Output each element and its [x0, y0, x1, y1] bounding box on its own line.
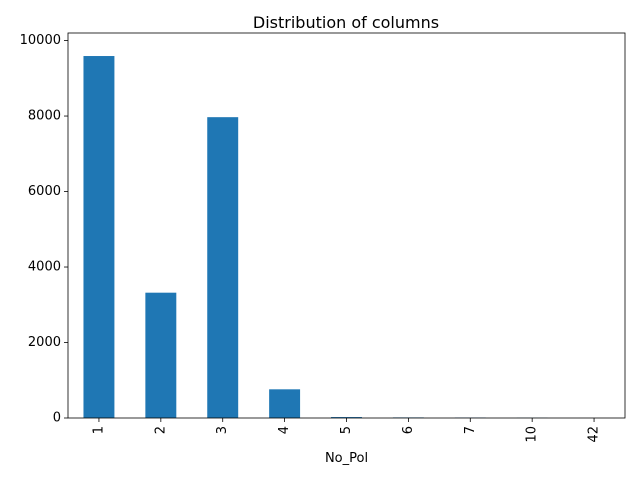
x-tick-label: 6	[401, 426, 416, 434]
y-tick-label: 10000	[20, 33, 61, 48]
x-tick-label: 10	[525, 426, 540, 443]
x-tick-label: 7	[463, 426, 478, 434]
x-tick-label: 1	[91, 426, 106, 434]
y-tick-label: 0	[53, 411, 61, 426]
bar-4	[269, 389, 301, 418]
x-tick-label: 4	[277, 426, 292, 434]
y-tick-label: 4000	[28, 260, 61, 275]
x-tick-label: 2	[153, 426, 168, 434]
bar-1	[83, 56, 115, 419]
bars-group	[83, 56, 610, 419]
y-tick-label: 6000	[28, 184, 61, 199]
y-axis: 0 2000 4000 6000 8000 10000	[20, 33, 68, 426]
y-tick-label: 2000	[28, 335, 61, 350]
bar-3	[207, 117, 239, 418]
x-tick-label: 3	[215, 426, 230, 434]
bar-5	[331, 417, 362, 418]
x-axis: 1 2 3 4 5 6 7 10 42	[91, 418, 602, 443]
x-axis-label: No_Pol	[325, 451, 368, 466]
bar-2	[145, 292, 177, 418]
y-tick-label: 8000	[28, 109, 61, 124]
x-tick-label: 42	[587, 426, 602, 443]
x-tick-label: 5	[339, 426, 354, 434]
chart-title: Distribution of columns	[253, 13, 439, 32]
